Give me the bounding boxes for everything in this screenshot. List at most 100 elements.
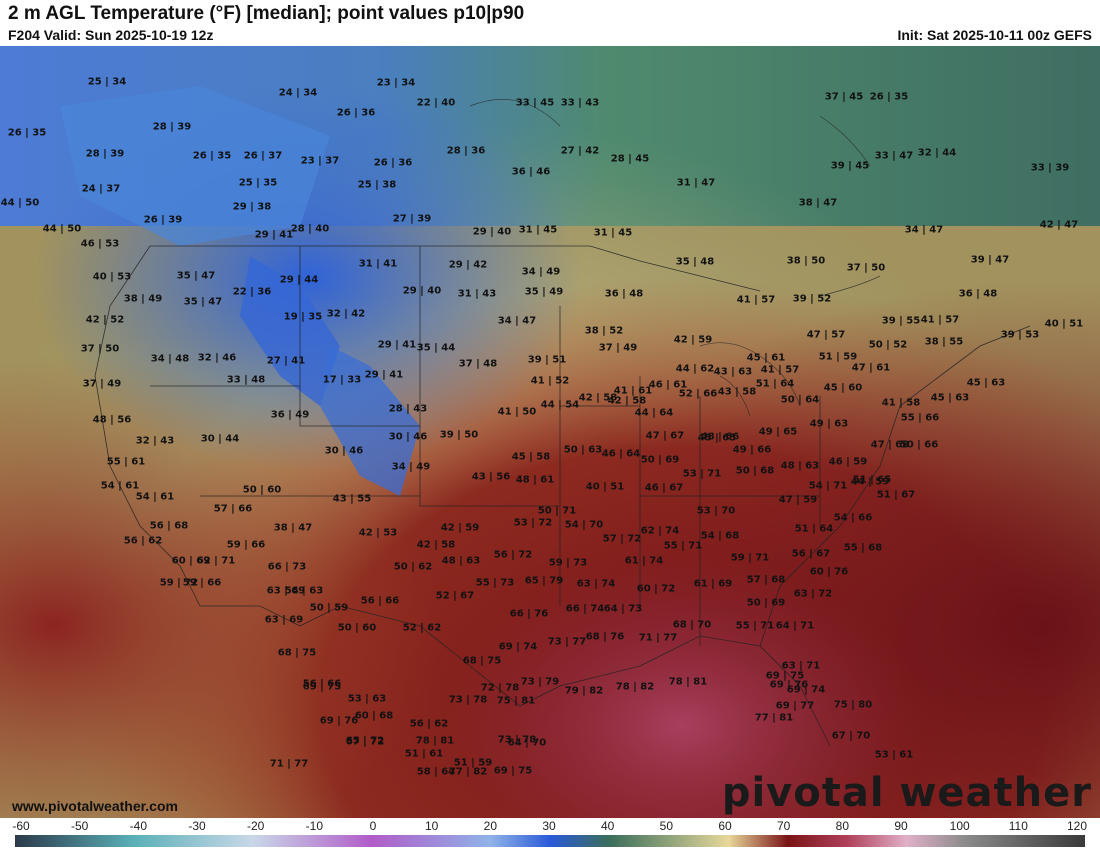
point-value-label: 48 | 66: [700, 431, 740, 443]
point-value-label: 59 | 66: [182, 577, 222, 589]
point-value-label: 34 | 47: [904, 224, 944, 236]
point-value-label: 34 | 48: [150, 353, 190, 365]
point-value-label: 35 | 49: [524, 286, 564, 298]
point-value-label: 66 | 76: [509, 608, 549, 620]
point-value-label: 28 | 39: [85, 148, 125, 160]
point-value-label: 31 | 45: [518, 224, 558, 236]
point-value-label: 79 | 82: [564, 685, 604, 697]
point-value-label: 73 | 77: [547, 636, 587, 648]
point-value-label: 45 | 63: [930, 392, 970, 404]
website-url[interactable]: www.pivotalweather.com: [12, 798, 178, 814]
point-value-label: 38 | 50: [786, 255, 826, 267]
point-value-label: 45 | 63: [966, 377, 1006, 389]
point-value-label: 65 | 72: [345, 735, 385, 747]
point-value-layer: 25 | 34 24 | 34 23 | 34 26 | 35 28 | 39 26 | …: [0, 46, 1100, 818]
point-value-label: 29 | 38: [232, 201, 272, 213]
point-value-label: 42 | 52: [85, 314, 125, 326]
point-value-label: 33 | 47: [874, 150, 914, 162]
point-value-label: 45 | 58: [511, 451, 551, 463]
point-value-label: 50 | 71: [537, 505, 577, 517]
point-value-label: 60 | 76: [809, 566, 849, 578]
point-value-label: 39 | 45: [830, 160, 870, 172]
point-value-label: 72 | 78: [480, 682, 520, 694]
point-value-label: 54 | 66: [833, 512, 873, 524]
point-value-label: 23 | 34: [376, 77, 416, 89]
point-value-label: 78 | 81: [415, 735, 455, 747]
point-value-label: 48 | 63: [441, 555, 481, 567]
point-value-label: 50 | 60: [242, 484, 282, 496]
point-value-label: 69 | 75: [302, 681, 342, 693]
point-value-label: 49 | 66: [732, 444, 772, 456]
point-value-label: 54 | 71: [808, 480, 848, 492]
point-value-label: 43 | 63: [713, 366, 753, 378]
point-value-label: 39 | 47: [970, 254, 1010, 266]
point-value-label: 51 | 64: [755, 378, 795, 390]
point-value-label: 52 | 67: [435, 590, 475, 602]
point-value-label: 31 | 41: [358, 258, 398, 270]
point-value-label: 38 | 55: [924, 336, 964, 348]
point-value-label: 53 | 61: [874, 749, 914, 761]
point-value-label: 53 | 70: [696, 505, 736, 517]
point-value-label: 34 | 49: [521, 266, 561, 278]
point-value-label: 35 | 47: [183, 296, 223, 308]
point-value-label: 59 | 73: [548, 557, 588, 569]
point-value-label: 63 | 74: [576, 578, 616, 590]
point-value-label: 67 | 72: [345, 736, 385, 748]
point-value-label: 59 | 71: [730, 552, 770, 564]
point-value-label: 56 | 62: [409, 718, 449, 730]
point-value-label: 50 | 62: [393, 561, 433, 573]
header: 2 m AGL Temperature (°F) [median]; point…: [0, 0, 1100, 46]
colorbar-tick-label: 80: [835, 819, 850, 833]
point-value-label: 17 | 33: [322, 374, 362, 386]
point-value-label: 30 | 46: [388, 431, 428, 443]
point-value-label: 64 | 70: [507, 737, 547, 749]
point-value-label: 29 | 42: [448, 259, 488, 271]
point-value-label: 66 | 74: [565, 603, 605, 615]
point-value-label: 62 | 74: [640, 525, 680, 537]
point-value-label: 36 | 46: [511, 166, 551, 178]
colorbar-tick-label: 10: [424, 819, 439, 833]
point-value-label: 60 | 69: [171, 555, 211, 567]
point-value-label: 49 | 63: [809, 418, 849, 430]
point-value-label: 51 | 67: [876, 489, 916, 501]
point-value-label: 23 | 37: [300, 155, 340, 167]
colorbar-tick-label: -20: [246, 819, 265, 833]
point-value-label: 63 | 71: [781, 660, 821, 672]
point-value-label: 42 | 58: [607, 395, 647, 407]
point-value-label: 55 | 66: [900, 412, 940, 424]
point-value-label: 43 | 56: [471, 471, 511, 483]
point-value-label: 69 | 75: [493, 765, 533, 777]
point-value-label: 25 | 34: [87, 76, 127, 88]
point-value-label: 53 | 63: [347, 693, 387, 705]
point-value-label: 54 | 70: [564, 519, 604, 531]
point-value-label: 53 | 72: [513, 517, 553, 529]
point-value-label: 46 | 59: [828, 456, 868, 468]
point-value-label: 37 | 50: [80, 343, 120, 355]
point-value-label: 37 | 49: [82, 378, 122, 390]
point-value-label: 44 | 62: [675, 363, 715, 375]
point-value-label: 73 | 79: [520, 676, 560, 688]
colorbar-tick-label: 30: [542, 819, 556, 833]
point-value-label: 42 | 58: [416, 539, 456, 551]
point-value-label: 28 | 40: [290, 223, 330, 235]
point-value-label: 43 | 58: [717, 386, 757, 398]
point-value-label: 77 | 81: [754, 712, 794, 724]
point-value-label: 64 | 73: [603, 603, 643, 615]
colorbar-tick-label: 110: [1008, 819, 1028, 833]
valid-time: F204 Valid: Sun 2025-10-19 12z: [8, 27, 214, 43]
point-value-label: 69 | 76: [319, 715, 359, 727]
point-value-label: 37 | 49: [598, 342, 638, 354]
point-value-label: 31 | 43: [457, 288, 497, 300]
point-value-label: 37 | 50: [846, 262, 886, 274]
point-value-label: 39 | 51: [527, 354, 567, 366]
colorbar-tick-label: 120: [1066, 819, 1088, 833]
point-value-label: 69 | 75: [765, 670, 805, 682]
point-value-label: 33 | 45: [515, 97, 555, 109]
point-value-label: 60 | 72: [636, 583, 676, 595]
point-value-label: 34 | 49: [391, 461, 431, 473]
temperature-map: [0, 46, 1100, 818]
point-value-label: 52 | 62: [402, 622, 442, 634]
point-value-label: 44 | 54: [540, 399, 580, 411]
point-value-label: 38 | 47: [798, 197, 838, 209]
point-value-label: 28 | 45: [610, 153, 650, 165]
